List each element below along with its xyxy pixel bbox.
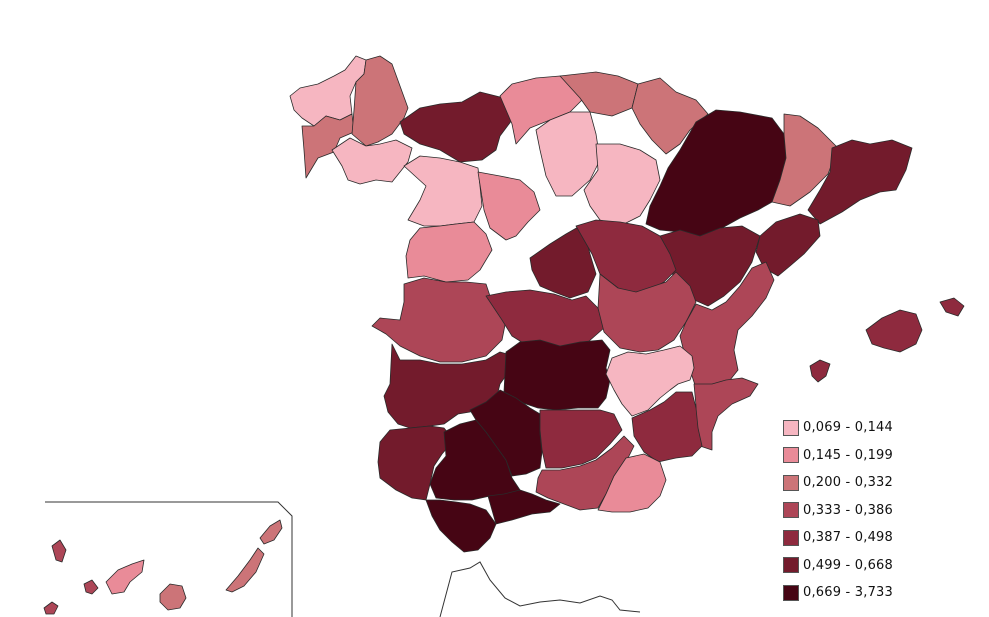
province-la-palma	[51, 539, 67, 563]
province-la-gomera	[83, 579, 99, 595]
legend-swatch	[783, 529, 799, 546]
legend-swatch	[783, 584, 799, 601]
province-menorca	[939, 297, 965, 317]
province-burgos	[535, 111, 601, 197]
legend-swatch	[783, 419, 799, 436]
legend-label: 0,387 - 0,498	[803, 530, 893, 546]
province-ciudad-real	[503, 339, 611, 411]
legend-swatch	[783, 474, 799, 491]
province-cordoba	[469, 389, 543, 477]
province-lleida	[771, 113, 839, 207]
legend-item: 0,387 - 0,498	[783, 524, 893, 552]
province-gran-canaria	[159, 583, 187, 611]
legend-label: 0,333 - 0,386	[803, 502, 893, 518]
canary-inset-frame	[45, 501, 293, 617]
province-alicante	[693, 377, 759, 451]
legend-item: 0,669 - 3,733	[783, 579, 893, 607]
legend-item: 0,499 - 0,668	[783, 552, 893, 580]
province-almeria	[597, 453, 667, 513]
legend-item: 0,145 - 0,199	[783, 442, 893, 470]
province-ibiza	[809, 359, 831, 383]
province-murcia	[631, 391, 703, 463]
legend-label: 0,145 - 0,199	[803, 447, 893, 463]
province-tenerife	[105, 559, 145, 595]
province-zaragoza-huesca	[645, 109, 787, 237]
province-asturias	[351, 55, 409, 147]
legend-swatch	[783, 502, 799, 519]
province-cantabria	[499, 75, 585, 145]
province-valladolid	[477, 171, 541, 241]
legend-label: 0,200 - 0,332	[803, 475, 893, 491]
province-madrid	[529, 225, 597, 299]
africa-coastline	[439, 561, 641, 617]
province-zamora	[403, 155, 483, 227]
legend-label: 0,669 - 3,733	[803, 585, 893, 601]
legend-item: 0,069 - 0,144	[783, 414, 893, 442]
province-soria	[583, 143, 661, 227]
province-salamanca	[405, 221, 493, 283]
province-leon	[331, 137, 413, 185]
province-cantabria-leon-north	[399, 91, 513, 163]
legend-label: 0,069 - 0,144	[803, 420, 893, 436]
province-lanzarote	[259, 519, 283, 545]
province-huelva	[377, 425, 455, 501]
province-tarragona	[755, 213, 821, 277]
province-cuenca	[597, 271, 697, 353]
legend: 0,069 - 0,144 0,145 - 0,199 0,200 - 0,332 0…	[783, 414, 893, 607]
province-navarra	[631, 77, 709, 155]
province-albacete	[605, 345, 695, 417]
legend-label: 0,499 - 0,668	[803, 557, 893, 573]
province-girona-barcelona	[807, 139, 913, 225]
legend-swatch	[783, 557, 799, 574]
province-cadiz	[425, 499, 497, 553]
province-jaen	[539, 409, 623, 469]
province-caceres	[371, 277, 507, 363]
legend-swatch	[783, 447, 799, 464]
province-malaga	[487, 489, 561, 525]
province-mallorca	[865, 309, 923, 353]
legend-item: 0,333 - 0,386	[783, 497, 893, 525]
legend-item: 0,200 - 0,332	[783, 469, 893, 497]
province-el-hierro	[43, 601, 59, 615]
province-pontevedra-orense	[301, 113, 355, 179]
province-fuerteventura	[225, 547, 265, 593]
